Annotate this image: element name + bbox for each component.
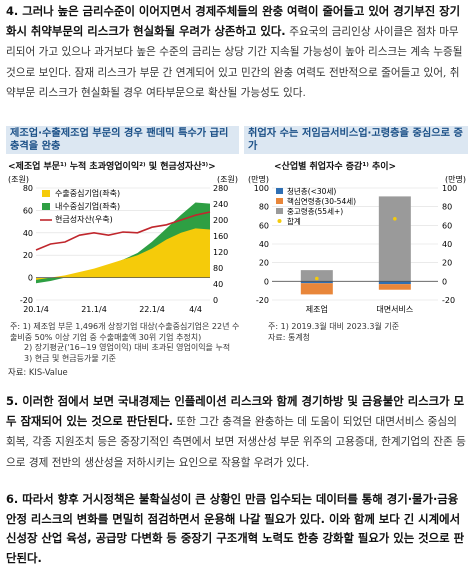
right-note-1: 주: 1) 2019.3월 대비 2023.3월 기준: [268, 322, 400, 331]
legend-label: 중고령층(55세+): [287, 207, 343, 216]
y-right-tick-label: 280: [213, 184, 228, 193]
y-right-tick-label: 120: [213, 248, 228, 257]
x-tick-label: 22.1/4: [139, 305, 165, 314]
y-left-tick-label: 60: [23, 206, 33, 215]
figure-panels: 제조업·수출제조업 부문의 경우 팬데믹 특수가 급리충격을 완충 취업자 수는…: [6, 126, 468, 380]
y-right-tick-label: 80: [442, 203, 452, 212]
bar-segment: [300, 270, 333, 282]
left-note-2: 2) 장기평균('16~19 영업이익) 대비 초과된 영업이익을 누적: [24, 343, 231, 352]
y-left-tick-label: 20: [259, 259, 269, 268]
legend-label: 합계: [287, 216, 301, 226]
right-note-2: 자료: 통계청: [268, 332, 311, 342]
y-left-tick-label: 60: [259, 221, 269, 230]
y-left-tick-label: 0: [264, 277, 269, 286]
legend-swatch: [42, 203, 50, 210]
x-tick-label: 20.1/4: [23, 305, 49, 314]
y-left-tick-label: -20: [256, 296, 269, 305]
legend-label: 청년층(<30세): [287, 186, 336, 196]
left-panel-source: 자료: KIS-Value: [8, 367, 68, 377]
left-note-1: 주: 1) 제조업 부문 1,496개 상장기업 대상(수출중심기업은 22년 …: [10, 322, 240, 342]
left-chart-subtitle: <제조업 부문¹⁾ 누적 초과영업이익²⁾ 및 현금성자산³⁾>: [8, 162, 216, 172]
bar-segment: [378, 284, 411, 290]
y-right-unit: (만명): [445, 174, 466, 184]
total-marker: [315, 276, 319, 281]
y-right-tick-label: 80: [213, 264, 223, 273]
left-area-chart: (조원) (조원)806040200-2028024020016012080400…: [8, 175, 238, 314]
y-right-tick-label: 60: [442, 221, 452, 230]
bar-segment: [378, 281, 411, 285]
y-left-tick-label: 40: [259, 240, 269, 249]
y-right-tick-label: 240: [213, 200, 228, 209]
x-category-label: 대면서비스: [376, 304, 413, 314]
x-category-label: 제조업: [306, 305, 328, 314]
paragraph-5-lead: 5. 이러한 점에서 보면 국내경제는 인플레이션 리스크와 함께 경기하방 및…: [6, 394, 465, 428]
left-panel-header: 제조업·수출제조업 부문의 경우 팬데믹 특수가 급리충격을 완충: [6, 126, 239, 154]
y-right-tick-label: 160: [213, 232, 228, 241]
y-right-tick-label: -20: [442, 296, 455, 305]
y-left-unit: (조원): [8, 175, 29, 184]
y-right-tick-label: 20: [442, 259, 452, 268]
y-left-tick-label: 100: [254, 184, 269, 193]
legend-swatch: [277, 219, 282, 223]
paragraph-4-lead: 4. 그러나 높은 금리수준이 이어지면서 경제주체들의 완충 여력이 줄어들고…: [6, 4, 461, 38]
line-cash: [35, 211, 211, 251]
legend-label: 핵심연령층(30-54세): [287, 196, 356, 206]
bar-segment: [300, 283, 333, 295]
y-right-unit: (조원): [217, 175, 238, 184]
y-left-unit: (만명): [248, 174, 269, 184]
y-left-tick-label: 80: [23, 184, 33, 193]
y-left-tick-label: -20: [20, 296, 33, 305]
y-left-tick-label: 20: [23, 251, 33, 260]
paragraph-4-body: 주요국의 금리인상 사이클은 점차 마무리되어 가고 있으나 과거보다 높은 수…: [6, 25, 463, 100]
paragraph-4: 4. 그러나 높은 금리수준이 이어지면서 경제주체들의 완충 여력이 줄어들고…: [6, 2, 468, 104]
legend-label: 내수중심기업(좌축): [55, 201, 120, 211]
y-right-tick-label: 0: [442, 277, 447, 286]
paragraph-6: 6. 따라서 향후 거시정책은 불확실성이 큰 상황인 만큼 입수되는 데이터를…: [6, 490, 468, 568]
left-note-3: 3) 현금 및 현금등가물 기준: [24, 353, 116, 363]
legend-swatch: [276, 188, 283, 194]
y-left-tick-label: 80: [259, 203, 269, 212]
y-left-tick-label: 40: [23, 229, 33, 238]
y-right-tick-label: 0: [213, 296, 218, 305]
x-tick-label: 4/4: [189, 305, 202, 314]
x-tick-label: 21.1/4: [81, 305, 107, 314]
bar-segment: [300, 281, 333, 284]
right-bar-chart: (만명) (만명)100806040200-20100806040200-20제조…: [248, 174, 466, 314]
legend-swatch: [276, 198, 283, 204]
y-right-tick-label: 40: [213, 280, 223, 289]
paragraph-6-lead: 6. 따라서 향후 거시정책은 불확실성이 큰 상황인 만큼 입수되는 데이터를…: [6, 492, 465, 565]
paragraph-5-body: 또한 그간 충격을 완충하는 데 도움이 되었던 대면서비스 중심의 회복, 각…: [6, 415, 466, 469]
total-marker: [393, 217, 397, 221]
legend-swatch: [276, 208, 283, 214]
y-right-tick-label: 200: [213, 216, 228, 225]
y-left-tick-label: 0: [28, 274, 33, 283]
right-panel-header: 취업자 수는 저임금서비스업·고령층을 중심으로 증가: [244, 126, 468, 154]
y-right-tick-label: 100: [442, 184, 457, 193]
area-export: [36, 228, 210, 280]
right-panel-notes: 주: 1) 2019.3월 대비 2023.3월 기준 자료: 통계청: [268, 322, 468, 343]
left-panel-notes: 주: 1) 제조업 부문 1,496개 상장기업 대상(수출중심기업은 22년 …: [10, 322, 240, 364]
paragraph-5: 5. 이러한 점에서 보면 국내경제는 인플레이션 리스크와 함께 경기하방 및…: [6, 392, 468, 473]
right-chart-subtitle: <산업별 취업자수 증감¹⁾ 추이>: [274, 162, 397, 172]
legend-label: 현금성자산(우축): [55, 214, 113, 224]
legend-swatch: [42, 190, 50, 197]
y-right-tick-label: 40: [442, 240, 452, 249]
legend-label: 수출중심기업(좌축): [55, 188, 120, 198]
bar-segment: [378, 196, 411, 282]
